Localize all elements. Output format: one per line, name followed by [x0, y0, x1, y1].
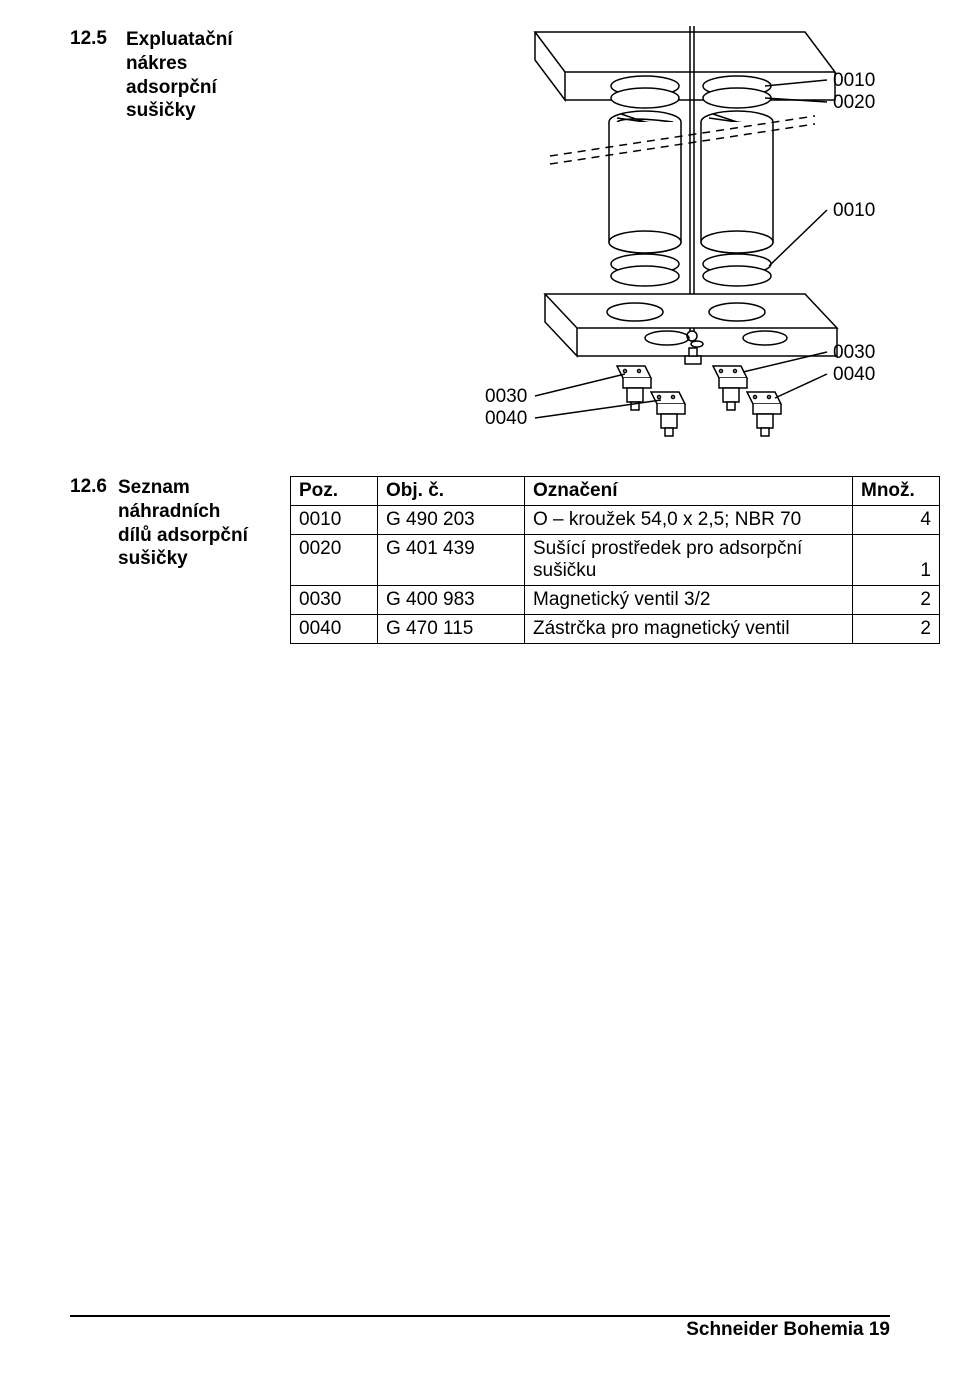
col-header-obj: Obj. č.	[378, 477, 525, 506]
callout-label: 0010	[833, 200, 875, 221]
callout-label: 0020	[833, 92, 875, 113]
col-header-mnoz: Množ.	[853, 477, 940, 506]
cell-mnoz: 1	[853, 535, 940, 586]
footer-text: Schneider Bohemia 19	[70, 1317, 890, 1341]
callout-label: 0040	[833, 364, 875, 385]
page: 12.5 Expluatační nákres adsorpční sušičk…	[0, 0, 960, 1377]
col-header-poz: Poz.	[291, 477, 378, 506]
table-header-row: Poz. Obj. č. Označení Množ.	[291, 477, 940, 506]
cell-ozn: Sušící prostředek pro adsorpční sušičku	[525, 535, 853, 586]
title-line: sušičky	[118, 548, 188, 569]
callout-label: 0010	[833, 70, 875, 91]
cell-obj: G 400 983	[378, 586, 525, 615]
title-line: dílů adsorpční	[118, 525, 248, 546]
callout-label: 0030	[485, 386, 527, 407]
cell-mnoz: 2	[853, 615, 940, 644]
title-line: náhradních	[118, 501, 220, 522]
cell-mnoz: 2	[853, 586, 940, 615]
table-row: 0010 G 490 203 O – kroužek 54,0 x 2,5; N…	[291, 506, 940, 535]
section-number: 12.6	[70, 476, 118, 498]
section-title: Seznam náhradních dílů adsorpční sušičky	[118, 476, 290, 571]
title-line: adsorpční	[126, 77, 217, 98]
exploded-view-diagram: 0010 0020 0010 0030 0040 0030 0040	[385, 26, 893, 456]
diagram-svg: 0010 0020 0010 0030 0040 0030 0040	[385, 26, 893, 456]
title-line: nákres	[126, 53, 187, 74]
table-row: 0030 G 400 983 Magnetický ventil 3/2 2	[291, 586, 940, 615]
cell-ozn: Magnetický ventil 3/2	[525, 586, 853, 615]
parts-table: Poz. Obj. č. Označení Množ. 0010 G 490 2…	[290, 476, 940, 644]
section-12-6: 12.6 Seznam náhradních dílů adsorpční su…	[70, 476, 940, 644]
title-line: Expluatační	[126, 29, 233, 50]
cell-poz: 0020	[291, 535, 378, 586]
callout-label: 0040	[485, 408, 527, 429]
cell-poz: 0010	[291, 506, 378, 535]
cell-mnoz: 4	[853, 506, 940, 535]
page-footer: Schneider Bohemia 19	[70, 1315, 890, 1341]
table-row: 0020 G 401 439 Sušící prostředek pro ads…	[291, 535, 940, 586]
cell-poz: 0030	[291, 586, 378, 615]
section-title: Expluatační nákres adsorpční sušičky	[126, 28, 233, 123]
cell-ozn: O – kroužek 54,0 x 2,5; NBR 70	[525, 506, 853, 535]
cell-poz: 0040	[291, 615, 378, 644]
col-header-ozn: Označení	[525, 477, 853, 506]
section-number: 12.5	[70, 28, 118, 50]
cell-obj: G 470 115	[378, 615, 525, 644]
cell-ozn: Zástrčka pro magnetický ventil	[525, 615, 853, 644]
table-row: 0040 G 470 115 Zástrčka pro magnetický v…	[291, 615, 940, 644]
cell-obj: G 490 203	[378, 506, 525, 535]
callout-label: 0030	[833, 342, 875, 363]
cell-obj: G 401 439	[378, 535, 525, 586]
title-line: Seznam	[118, 477, 190, 498]
title-line: sušičky	[126, 100, 196, 121]
